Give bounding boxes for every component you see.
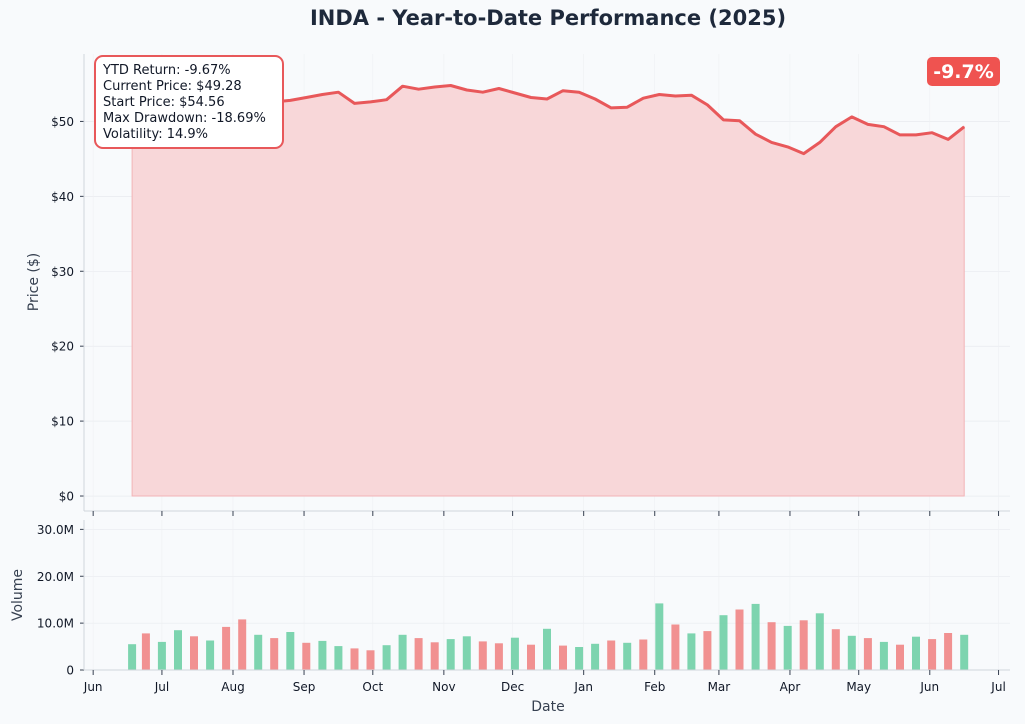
stats-current-price: Current Price: $49.28 (103, 79, 242, 94)
price-y-tick-label: $0 (59, 490, 74, 504)
return-badge-text: -9.7% (933, 61, 994, 83)
volume-bar (944, 633, 953, 670)
stats-start-price: Start Price: $54.56 (103, 95, 225, 110)
chart-title: INDA - Year-to-Date Performance (2025) (310, 6, 786, 30)
volume-bar (462, 636, 471, 671)
price-x-tickmarks (92, 511, 1000, 516)
price-y-tick-label: $30 (51, 265, 74, 279)
price-y-tick-label: $50 (51, 115, 74, 129)
stats-ytd-return: YTD Return: -9.67% (102, 63, 231, 78)
x-tick-label: Jan (573, 680, 593, 694)
price-y-tick-label: $10 (51, 415, 74, 429)
volume-bar (960, 634, 969, 670)
volume-bar (270, 638, 279, 670)
volume-bar (575, 647, 584, 670)
volume-bar (286, 632, 295, 670)
volume-bar (141, 633, 150, 670)
volume-bar (382, 645, 391, 670)
volume-bar (318, 640, 327, 670)
x-tick-label: Jun (919, 680, 939, 694)
x-tick-label: Feb (644, 680, 665, 694)
volume-bar (334, 646, 343, 670)
volume-bar (414, 638, 423, 670)
volume-bar (783, 625, 792, 670)
x-axis-label: Date (531, 699, 564, 715)
price-panel: $0 $10 $20 $30 $40 $50 Price ($) YTD Return: … (26, 54, 1010, 516)
volume-bar (366, 650, 375, 670)
volume-bar (398, 634, 407, 670)
volume-bar (879, 641, 888, 670)
volume-bar (623, 642, 632, 670)
price-y-axis-label: Price ($) (26, 253, 42, 311)
stats-box-frame (94, 55, 284, 149)
volume-bar (928, 639, 937, 670)
volume-bar (799, 620, 808, 670)
volume-y-tick-label: 10.0M (37, 617, 74, 631)
volume-bar (559, 645, 567, 670)
x-tick-label: Jul (990, 680, 1005, 694)
volume-bar (671, 624, 680, 670)
volume-bar (815, 613, 824, 670)
volume-bar (639, 639, 648, 670)
volume-bar (767, 622, 776, 670)
volume-bar (543, 628, 551, 671)
x-tick-label: Jul (154, 680, 169, 694)
volume-bar (350, 648, 359, 670)
volume-bar (157, 641, 166, 670)
stats-box: YTD Return: -9.67% Current Price: $49.28… (94, 55, 284, 149)
volume-y-tick-label: 0 (66, 664, 74, 678)
volume-y-tick-label: 30.0M (37, 523, 74, 537)
x-tick-label: Sep (293, 680, 316, 694)
stats-max-drawdown: Max Drawdown: -18.69% (103, 111, 266, 126)
return-badge-bg (927, 57, 1000, 86)
volume-bar (510, 637, 519, 670)
volume-bar (655, 603, 664, 670)
volume-bar (478, 641, 487, 670)
volume-bar (222, 626, 231, 670)
volume-bar (430, 642, 439, 670)
x-tick-label: Aug (221, 680, 244, 694)
x-tick-label: Jun (83, 680, 103, 694)
volume-bar (446, 639, 455, 670)
volume-bar (719, 615, 728, 670)
volume-bar (831, 629, 840, 670)
volume-bar (896, 644, 904, 670)
volume-y-tick-label: 20.0M (37, 570, 74, 584)
volume-bar (238, 619, 247, 670)
volume-bar (494, 643, 503, 670)
volume-bars (128, 603, 969, 671)
volume-bar (703, 631, 712, 670)
x-tick-label: Dec (501, 680, 524, 694)
volume-bar (751, 603, 760, 670)
volume-bar (254, 634, 263, 670)
volume-bar (847, 635, 856, 670)
return-badge: -9.7% (927, 57, 1000, 86)
price-y-ticks: $0 $10 $20 $30 $40 $50 (51, 115, 84, 504)
volume-bar (174, 630, 182, 670)
volume-bar (863, 638, 872, 670)
x-tick-label: Oct (362, 680, 383, 694)
volume-bar (735, 609, 744, 670)
volume-bar (687, 633, 696, 670)
x-tick-label: Mar (708, 680, 731, 694)
volume-bar (527, 644, 535, 670)
volume-y-ticks: 0 10.0M 20.0M 30.0M (37, 523, 84, 678)
volume-bar (591, 643, 600, 671)
price-y-tick-label: $40 (51, 190, 74, 204)
volume-bar (190, 636, 198, 671)
x-tick-label: Nov (432, 680, 455, 694)
volume-y-axis-label: Volume (10, 569, 26, 621)
volume-x-ticks: Jun Jul Aug Sep Oct Nov Dec Jan Feb Mar Apr May Jun J… (83, 670, 1006, 694)
volume-bar (302, 642, 311, 670)
volume-bar (607, 640, 616, 670)
price-y-tick-label: $20 (51, 340, 74, 354)
volume-panel: 0 10.0M 20.0M 30.0M Jun Jul Aug Sep Oct Nov Dec Ja… (10, 520, 1010, 715)
x-tick-label: Apr (780, 680, 801, 694)
stats-volatility: Volatility: 14.9% (103, 127, 208, 142)
volume-bar (912, 636, 920, 670)
x-tick-label: May (846, 680, 871, 694)
volume-bar (128, 644, 137, 670)
volume-bar (206, 640, 215, 670)
